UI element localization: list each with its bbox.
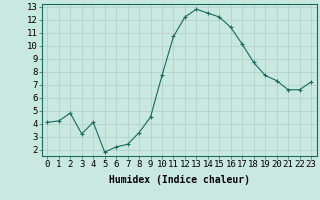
X-axis label: Humidex (Indice chaleur): Humidex (Indice chaleur) xyxy=(109,175,250,185)
